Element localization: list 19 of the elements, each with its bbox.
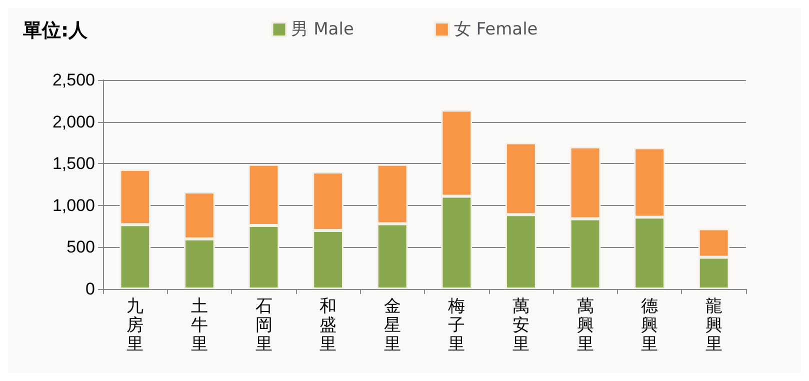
y-tick-label: 1,000 [52, 196, 95, 215]
chart-title: 單位:人 [22, 20, 89, 42]
y-tick-label: 0 [86, 280, 95, 298]
x-tick-label: 梅子里 [447, 296, 466, 354]
x-tick-label: 德興里 [641, 296, 658, 354]
y-tick-label: 2,500 [52, 70, 95, 90]
x-tick-label: 萬安里 [512, 296, 530, 354]
x-tick-label: 萬興里 [576, 296, 594, 354]
x-tick-label: 和盛里 [320, 296, 337, 354]
x-tick-label: 金星里 [384, 296, 401, 354]
y-tick-label: 2,000 [52, 112, 95, 132]
legend-label: 男 Male [291, 20, 354, 40]
legend-label: 女 Female [454, 20, 538, 40]
x-tick-label: 九房里 [126, 296, 144, 354]
y-tick-label: 500 [66, 238, 95, 257]
x-tick-label: 龍興里 [705, 296, 722, 354]
x-tick-label: 土牛里 [190, 296, 208, 354]
y-tick-label: 1,500 [52, 154, 95, 174]
x-tick-label: 石岡里 [255, 296, 272, 354]
